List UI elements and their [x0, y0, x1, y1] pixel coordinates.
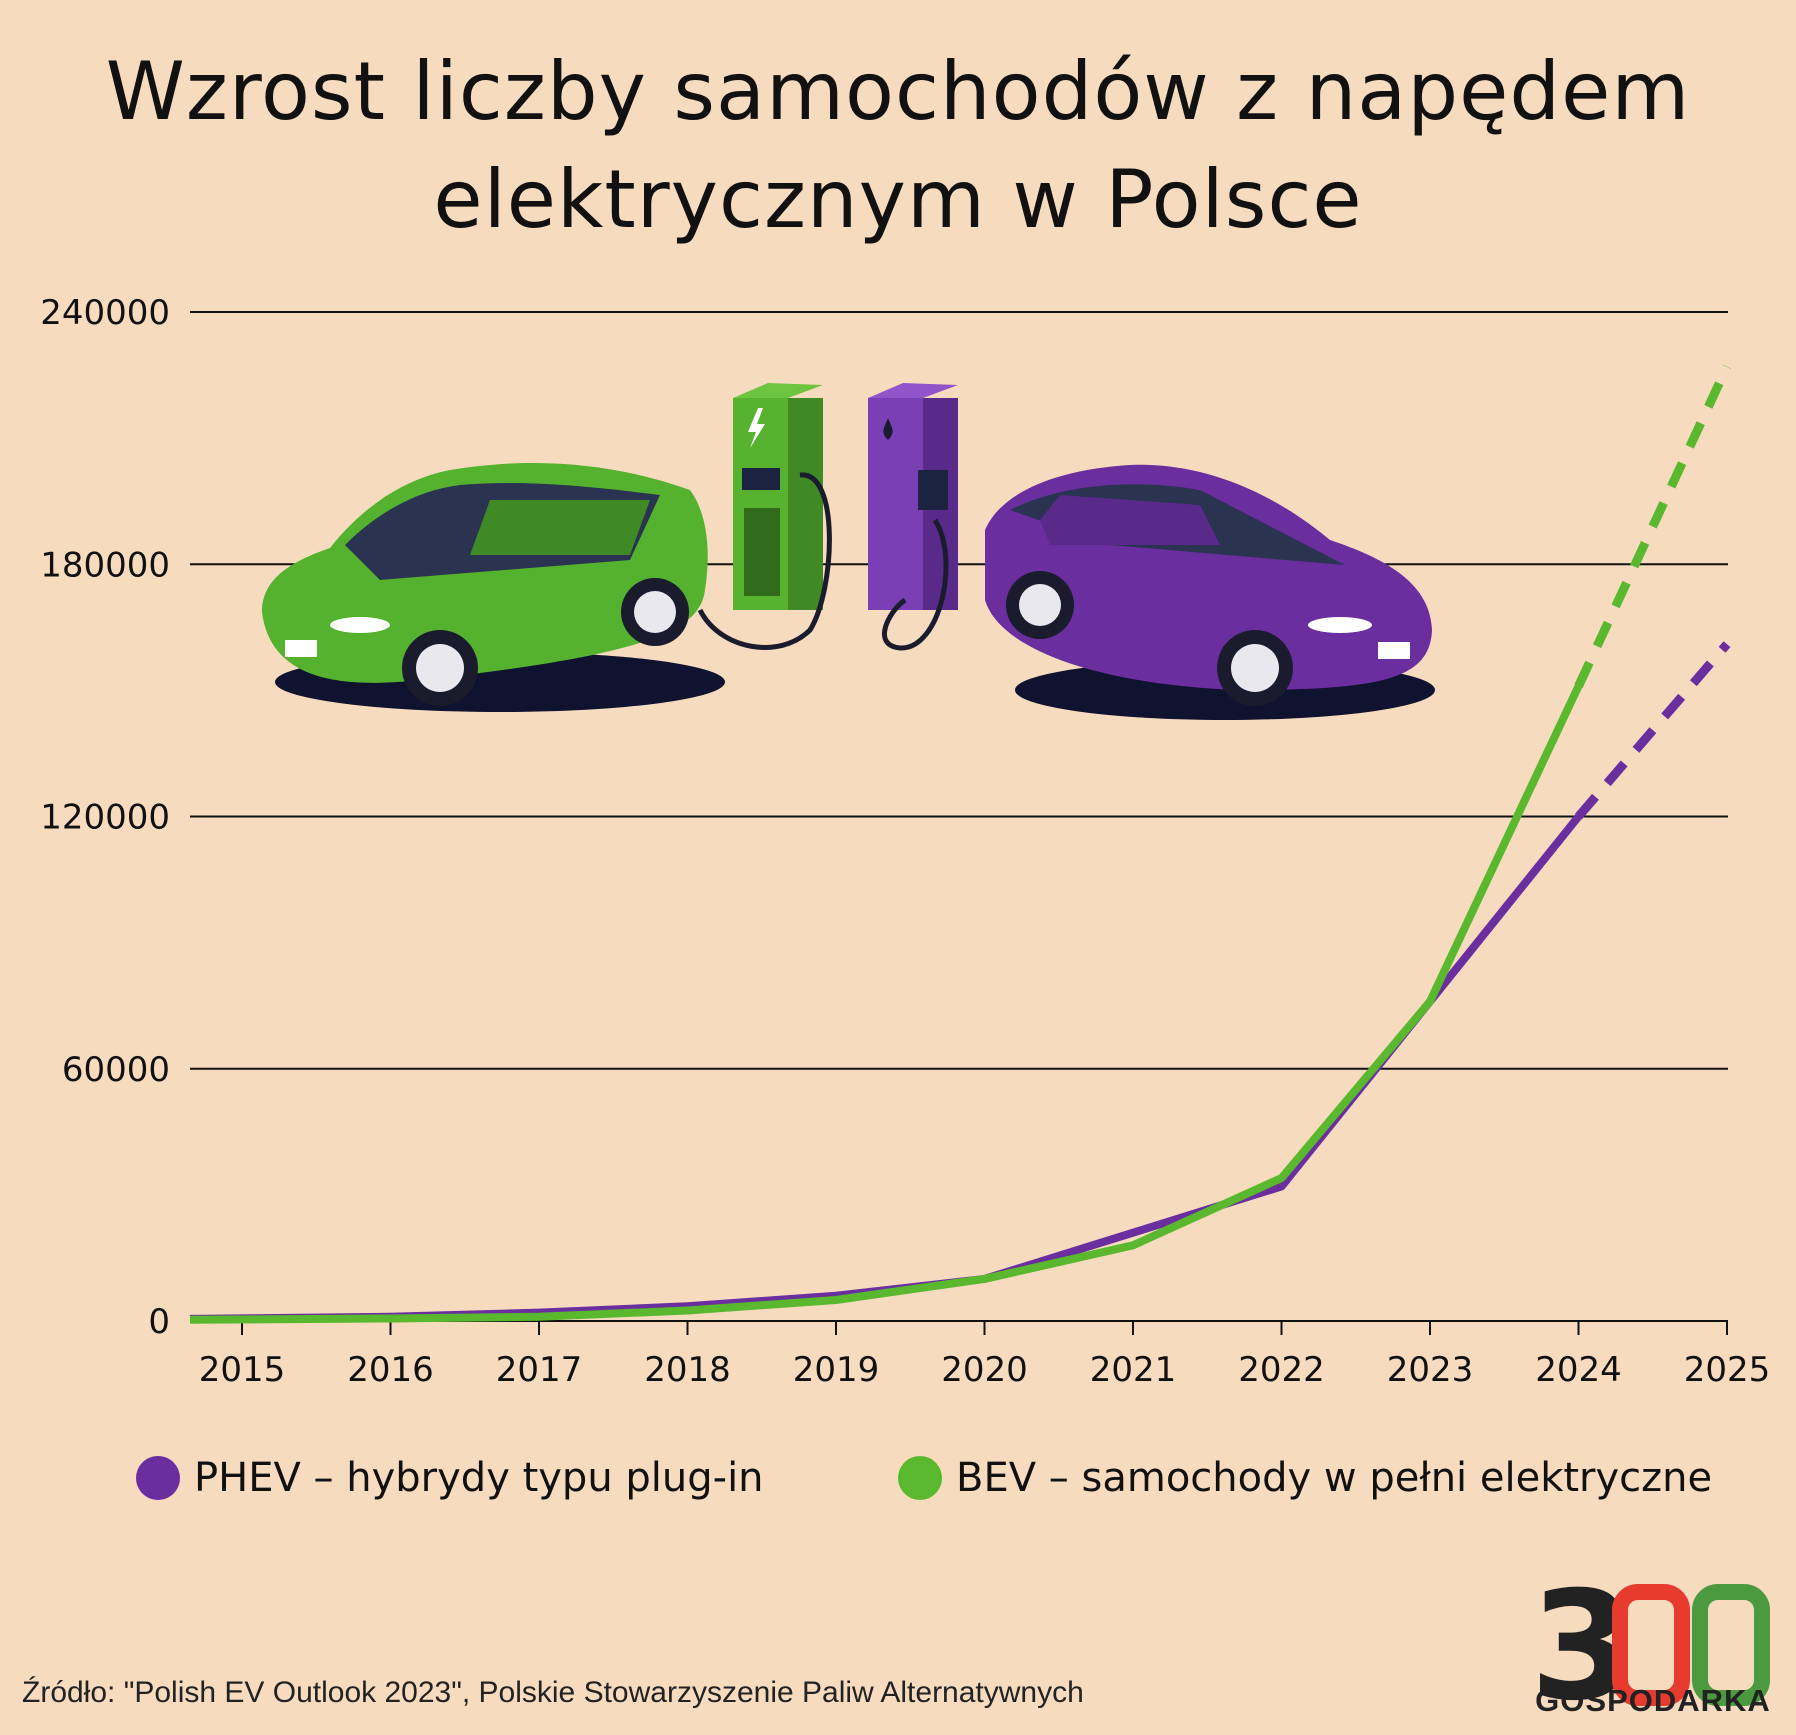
x-tick-label-2020: 2020 [941, 1350, 1028, 1390]
x-tick-label-2018: 2018 [644, 1350, 731, 1390]
x-axis [190, 1320, 1728, 1335]
x-tick-labels: 2015 2016 2017 2018 2019 2020 2021 2022 2023 2024… [199, 1350, 1771, 1390]
chart-title-line-2: elektrycznym w Polsce [433, 153, 1363, 246]
x-tick-label-2015: 2015 [199, 1350, 286, 1390]
grid-lines [190, 311, 1728, 1070]
legend-marker-bev [898, 1456, 942, 1500]
y-tick-label-180000: 180000 [40, 545, 170, 585]
lightning-icon [748, 408, 765, 448]
chart-title-line-1: Wzrost liczby samochodów z napędem [105, 45, 1691, 138]
y-tick-label-60000: 60000 [62, 1050, 170, 1090]
y-tick-label-120000: 120000 [40, 798, 170, 838]
x-tick-label-2022: 2022 [1238, 1350, 1325, 1390]
legend-marker-phev [136, 1456, 180, 1500]
x-tick-label-2023: 2023 [1387, 1350, 1474, 1390]
legend-label-phev: PHEV – hybrydy typu plug-in [194, 1455, 764, 1501]
series-line-bev [189, 684, 1583, 1324]
logo-digit-0-red [1612, 1584, 1690, 1706]
x-tick-label-2021: 2021 [1090, 1350, 1177, 1390]
logo-caption: GOSPODARKA [1535, 1683, 1771, 1718]
x-tick-label-2025: 2025 [1684, 1350, 1771, 1390]
x-tick-label-2016: 2016 [347, 1350, 434, 1390]
ev-illustration [262, 383, 1435, 720]
source-note: Źródło: "Polish EV Outlook 2023", Polski… [22, 1676, 1084, 1709]
purple-car [985, 464, 1432, 706]
logo-digit-0-green [1692, 1584, 1770, 1706]
purple-charger [868, 383, 958, 651]
legend-item-phev: PHEV – hybrydy typu plug-in [136, 1455, 764, 1501]
y-tick-label-240000: 240000 [40, 293, 170, 333]
x-tick-label-2019: 2019 [793, 1350, 880, 1390]
series-lines [189, 364, 1732, 1324]
series-projection-bev [1574, 364, 1732, 689]
green-car [262, 462, 708, 706]
x-tick-label-2017: 2017 [496, 1350, 583, 1390]
y-tick-label-0: 0 [148, 1302, 170, 1342]
legend-item-bev: BEV – samochody w pełni elektryczne [898, 1455, 1712, 1501]
droplet-icon [883, 418, 893, 440]
green-charger [697, 383, 832, 650]
chart-title: Wzrost liczby samochodów z napędem elekt… [90, 38, 1706, 254]
gospodarka-300-logo: 3 [1530, 1578, 1770, 1712]
x-tick-label-2024: 2024 [1535, 1350, 1622, 1390]
legend-label-bev: BEV – samochody w pełni elektryczne [956, 1455, 1713, 1501]
series-projection-phev [1575, 641, 1731, 820]
y-tick-labels: 0 60000 120000 180000 240000 [40, 293, 170, 1342]
